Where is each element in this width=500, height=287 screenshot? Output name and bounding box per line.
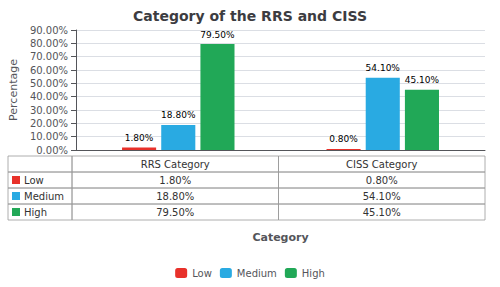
svg-text:Low: Low xyxy=(192,268,212,279)
svg-text:54.10%: 54.10% xyxy=(363,191,401,202)
svg-text:50.00%: 50.00% xyxy=(30,78,68,89)
svg-text:20.00%: 20.00% xyxy=(30,118,68,129)
svg-text:90.00%: 90.00% xyxy=(30,25,68,36)
svg-text:18.80%: 18.80% xyxy=(161,110,196,120)
svg-text:1.80%: 1.80% xyxy=(159,175,191,186)
svg-text:High: High xyxy=(24,207,47,218)
svg-text:79.50%: 79.50% xyxy=(200,30,235,40)
svg-text:Category of the RRS and CISS: Category of the RRS and CISS xyxy=(133,8,367,24)
svg-text:Medium: Medium xyxy=(237,268,277,279)
svg-text:1.80%: 1.80% xyxy=(125,133,154,143)
svg-text:CISS Category: CISS Category xyxy=(346,159,418,170)
svg-text:70.00%: 70.00% xyxy=(30,51,68,62)
svg-text:30.00%: 30.00% xyxy=(30,105,68,116)
svg-text:79.50%: 79.50% xyxy=(156,207,194,218)
svg-text:RRS Category: RRS Category xyxy=(141,159,210,170)
svg-text:Low: Low xyxy=(24,175,44,186)
svg-text:Category: Category xyxy=(252,231,308,244)
svg-text:Medium: Medium xyxy=(24,191,64,202)
svg-text:54.10%: 54.10% xyxy=(366,63,401,73)
svg-text:18.80%: 18.80% xyxy=(156,191,194,202)
svg-text:45.10%: 45.10% xyxy=(363,207,401,218)
svg-text:Percentage: Percentage xyxy=(7,59,20,121)
svg-text:40.00%: 40.00% xyxy=(30,91,68,102)
svg-text:60.00%: 60.00% xyxy=(30,65,68,76)
svg-text:10.00%: 10.00% xyxy=(30,131,68,142)
svg-text:45.10%: 45.10% xyxy=(405,75,440,85)
svg-text:0.00%: 0.00% xyxy=(36,145,68,156)
svg-text:High: High xyxy=(302,268,325,279)
svg-text:80.00%: 80.00% xyxy=(30,38,68,49)
svg-text:0.80%: 0.80% xyxy=(366,175,398,186)
svg-text:0.80%: 0.80% xyxy=(329,134,358,144)
